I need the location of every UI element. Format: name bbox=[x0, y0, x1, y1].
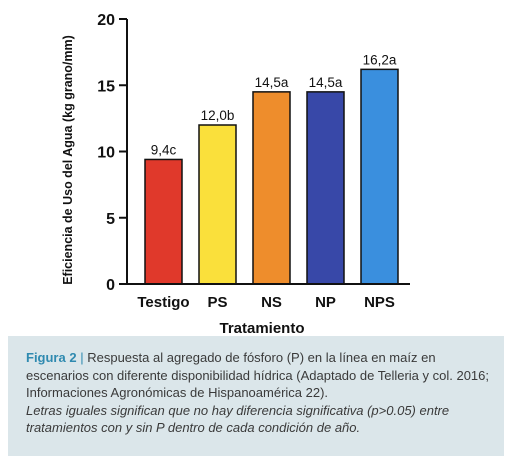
x-tick-label: PS bbox=[207, 294, 227, 311]
x-tick-label: NPS bbox=[364, 294, 395, 311]
bar bbox=[360, 68, 399, 285]
figure-label: Figura 2 bbox=[26, 350, 77, 365]
y-tick-label: 20 bbox=[97, 12, 115, 29]
y-tick-label: 10 bbox=[97, 145, 115, 162]
y-tick-label: 0 bbox=[106, 277, 115, 294]
bar bbox=[198, 124, 237, 285]
bars: 9,4c 12,0b 14,5a 14,5a 16,2a bbox=[144, 52, 399, 285]
x-tick-label: NP bbox=[315, 294, 336, 311]
caption-text: Respuesta al agregado de fósforo (P) en … bbox=[26, 350, 489, 400]
x-axis-label: Tratamiento bbox=[219, 320, 304, 336]
bar bbox=[144, 158, 183, 285]
y-tick-label: 15 bbox=[97, 78, 115, 95]
bar-data-label: 14,5a bbox=[309, 75, 343, 90]
y-tick-label: 5 bbox=[106, 211, 115, 228]
bar-data-label: 14,5a bbox=[255, 75, 289, 90]
y-axis: 0 5 10 15 20 bbox=[97, 12, 128, 294]
x-axis: Testigo PS NS NP NPS bbox=[126, 283, 410, 311]
y-axis-label: Eficiencia de Uso del Agua (kg grano/mm) bbox=[61, 35, 75, 285]
figure-caption: Figura 2 | Respuesta al agregado de fósf… bbox=[8, 336, 504, 456]
x-tick-label: Testigo bbox=[137, 294, 189, 311]
bar-chart: 0 5 10 15 20 9,4c 12,0b 14,5a 14,5a 16,2a Testig… bbox=[61, 12, 410, 336]
bar-data-label: 12,0b bbox=[201, 108, 235, 123]
bar-data-label: 9,4c bbox=[151, 142, 177, 157]
caption-note: Letras iguales significan que no hay dif… bbox=[26, 402, 450, 436]
bar bbox=[306, 91, 345, 285]
figure-separator: | bbox=[80, 350, 84, 365]
bar-data-label: 16,2a bbox=[363, 52, 397, 67]
x-tick-label: NS bbox=[261, 294, 282, 311]
bar bbox=[252, 91, 291, 285]
